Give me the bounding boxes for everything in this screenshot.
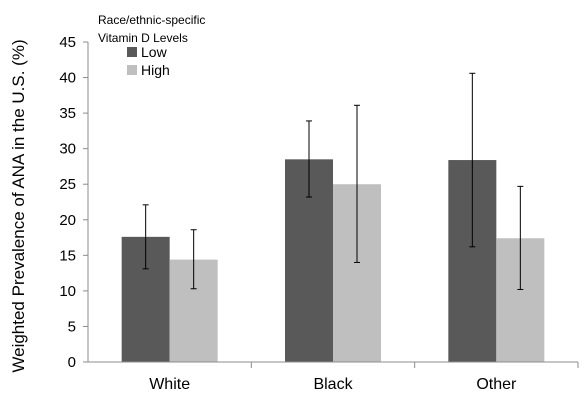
y-tick-label: 30 [59, 141, 76, 158]
y-tick-label: 25 [59, 176, 76, 193]
legend-swatch-low [127, 47, 137, 57]
y-tick-label: 5 [68, 318, 76, 335]
x-category-label: White [149, 376, 190, 393]
y-tick-label: 0 [68, 354, 76, 371]
error-bar-low-other [469, 72, 476, 248]
error-bar-high-other [517, 185, 524, 290]
error-bar-high-white [190, 229, 197, 290]
y-tick-label: 20 [59, 212, 76, 229]
bars-layer [121, 159, 545, 362]
error-bar-high-black [354, 104, 360, 263]
error-bar-low-black [306, 120, 312, 198]
legend-entries: Low High [127, 44, 170, 78]
axes-layer: 0 5 10 15 20 25 30 35 40 45 White Black Other [59, 34, 579, 393]
legend: Race/ethnic-specific Vitamin D Levels Lo… [98, 13, 205, 78]
legend-label-low: Low [141, 44, 168, 60]
y-tick-label: 40 [59, 70, 76, 87]
y-tick-label: 15 [59, 247, 76, 264]
y-axis-title: Weighted Prevalence of ANA in the U.S. (… [9, 39, 28, 372]
legend-label-high: High [141, 62, 170, 78]
x-category-label: Black [313, 376, 353, 393]
y-tick-label: 35 [59, 105, 76, 122]
y-tick-label: 45 [59, 34, 76, 51]
legend-title-line-2: Vitamin D Levels [98, 31, 188, 45]
y-tick-label: 10 [59, 283, 76, 300]
legend-title-line-1: Race/ethnic-specific [98, 13, 205, 27]
error-bars-layer [142, 72, 524, 290]
x-category-label: Other [476, 376, 517, 393]
error-bar-low-white [142, 204, 149, 270]
legend-swatch-high [127, 65, 137, 75]
